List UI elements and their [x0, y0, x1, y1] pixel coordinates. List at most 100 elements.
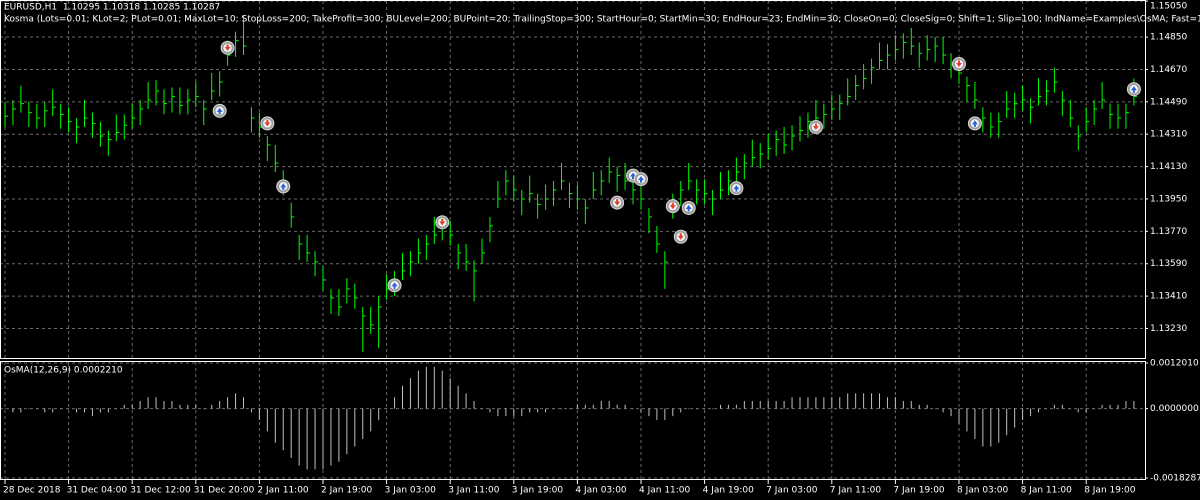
histogram-bar	[855, 393, 857, 409]
histogram-bar	[743, 400, 745, 409]
chart-title: EURUSD,H1 1.10295 1.10318 1.10285 1.1028…	[4, 3, 220, 13]
histogram-bar	[1022, 408, 1024, 420]
histogram-bar	[107, 408, 109, 413]
histogram-bar	[608, 400, 610, 409]
histogram-bar	[847, 393, 849, 409]
y-tick-label: 1.14130	[1150, 162, 1187, 172]
histogram-bar	[561, 408, 562, 410]
histogram-bar	[537, 408, 539, 413]
histogram-bar	[1069, 408, 1071, 410]
signal-icon	[216, 107, 223, 115]
histogram-bar	[1109, 404, 1111, 409]
histogram-bar	[362, 408, 364, 439]
histogram-bar	[163, 400, 165, 409]
x-tick-label: 3 Jan 19:00	[512, 486, 564, 496]
histogram-bar	[545, 408, 547, 413]
trade-signal	[610, 195, 625, 210]
histogram-bar	[712, 408, 714, 410]
signal-icon	[669, 202, 676, 210]
histogram-bar	[982, 408, 984, 447]
x-tick-label: 31 Dec 12:00	[130, 486, 191, 496]
histogram-bar	[863, 393, 865, 409]
histogram-bar	[688, 408, 690, 410]
trade-signal	[260, 116, 275, 131]
y-tick-label: 1.13950	[1150, 194, 1187, 204]
y-tick-label: 1.14490	[1150, 97, 1187, 107]
histogram-bar	[28, 408, 30, 410]
histogram-bar	[497, 408, 499, 417]
histogram-bar	[974, 408, 976, 439]
y-tick-label: 0.0000000	[1150, 404, 1199, 414]
marks-layer	[4, 15, 1141, 470]
y-tick-label: -0.0018287	[1150, 474, 1200, 484]
trade-signal	[681, 200, 696, 215]
histogram-bar	[600, 400, 602, 409]
y-tick-label: 1.13770	[1150, 227, 1187, 237]
x-tick-label: 3 Jan 03:00	[385, 486, 437, 496]
signal-icon	[224, 44, 231, 51]
histogram-bar	[616, 404, 618, 409]
signal-icon	[614, 199, 621, 206]
x-tick-label: 28 Dec 2018	[3, 486, 61, 496]
histogram-bar	[592, 404, 594, 409]
histogram-bar	[632, 408, 634, 410]
histogram-bar	[918, 404, 920, 409]
trade-signal	[808, 120, 823, 135]
histogram-bar	[568, 408, 570, 410]
y-tick-label: 1.14670	[1150, 65, 1187, 75]
histogram-bar	[330, 408, 332, 466]
histogram-bar	[1053, 404, 1055, 409]
trade-signal	[665, 199, 680, 214]
histogram-bar	[235, 393, 237, 409]
x-tick-label: 3 Jan 11:00	[448, 486, 500, 496]
histogram-bar	[1045, 408, 1047, 410]
histogram-bar	[839, 397, 841, 409]
x-tick-label: 2 Jan 19:00	[321, 486, 373, 496]
signal-icon	[677, 233, 684, 240]
histogram-bar	[274, 408, 276, 443]
histogram-bar	[831, 397, 833, 409]
histogram-bar	[195, 404, 197, 409]
histogram-bar	[815, 397, 817, 409]
signal-icon	[956, 60, 962, 68]
signal-icon	[685, 204, 692, 212]
signal-icon	[733, 185, 740, 192]
trade-signal	[952, 57, 966, 72]
histogram-bar	[886, 397, 888, 409]
histogram-bar	[52, 408, 54, 413]
indicator-frame	[0, 361, 1146, 480]
histogram-bar	[243, 397, 244, 409]
histogram-bar	[20, 408, 22, 413]
histogram-bar	[1006, 408, 1008, 436]
histogram-bar	[203, 408, 205, 410]
signal-icon	[439, 218, 446, 226]
x-tick-label: 7 Jan 19:00	[893, 486, 945, 496]
histogram-bar	[314, 408, 316, 470]
histogram-bar	[227, 397, 229, 409]
histogram-bar	[179, 404, 181, 409]
signal-icon	[638, 176, 644, 183]
trade-signal	[1126, 82, 1141, 97]
histogram-bar	[473, 400, 475, 409]
histogram-bar	[290, 408, 292, 458]
histogram-bar	[123, 404, 125, 409]
x-tick-label: 4 Jan 11:00	[639, 486, 691, 496]
trade-signal	[387, 278, 402, 293]
x-tick-label: 8 Jan 03:00	[957, 486, 1009, 496]
histogram-bar	[465, 393, 467, 409]
histogram-bar	[409, 378, 411, 409]
histogram-bar	[926, 404, 928, 409]
histogram-bar	[4, 408, 6, 410]
histogram-bar	[44, 408, 46, 413]
histogram-bar	[672, 408, 674, 417]
histogram-bar	[640, 408, 642, 413]
histogram-bar	[950, 408, 952, 417]
histogram-bar	[720, 404, 721, 409]
x-tick-label: 8 Jan 11:00	[1021, 486, 1073, 496]
histogram-bar	[767, 400, 769, 409]
histogram-bar	[664, 408, 666, 420]
trade-signal	[435, 215, 450, 230]
histogram-bar	[99, 408, 101, 413]
histogram-bar	[879, 393, 880, 409]
histogram-bar	[648, 408, 650, 417]
